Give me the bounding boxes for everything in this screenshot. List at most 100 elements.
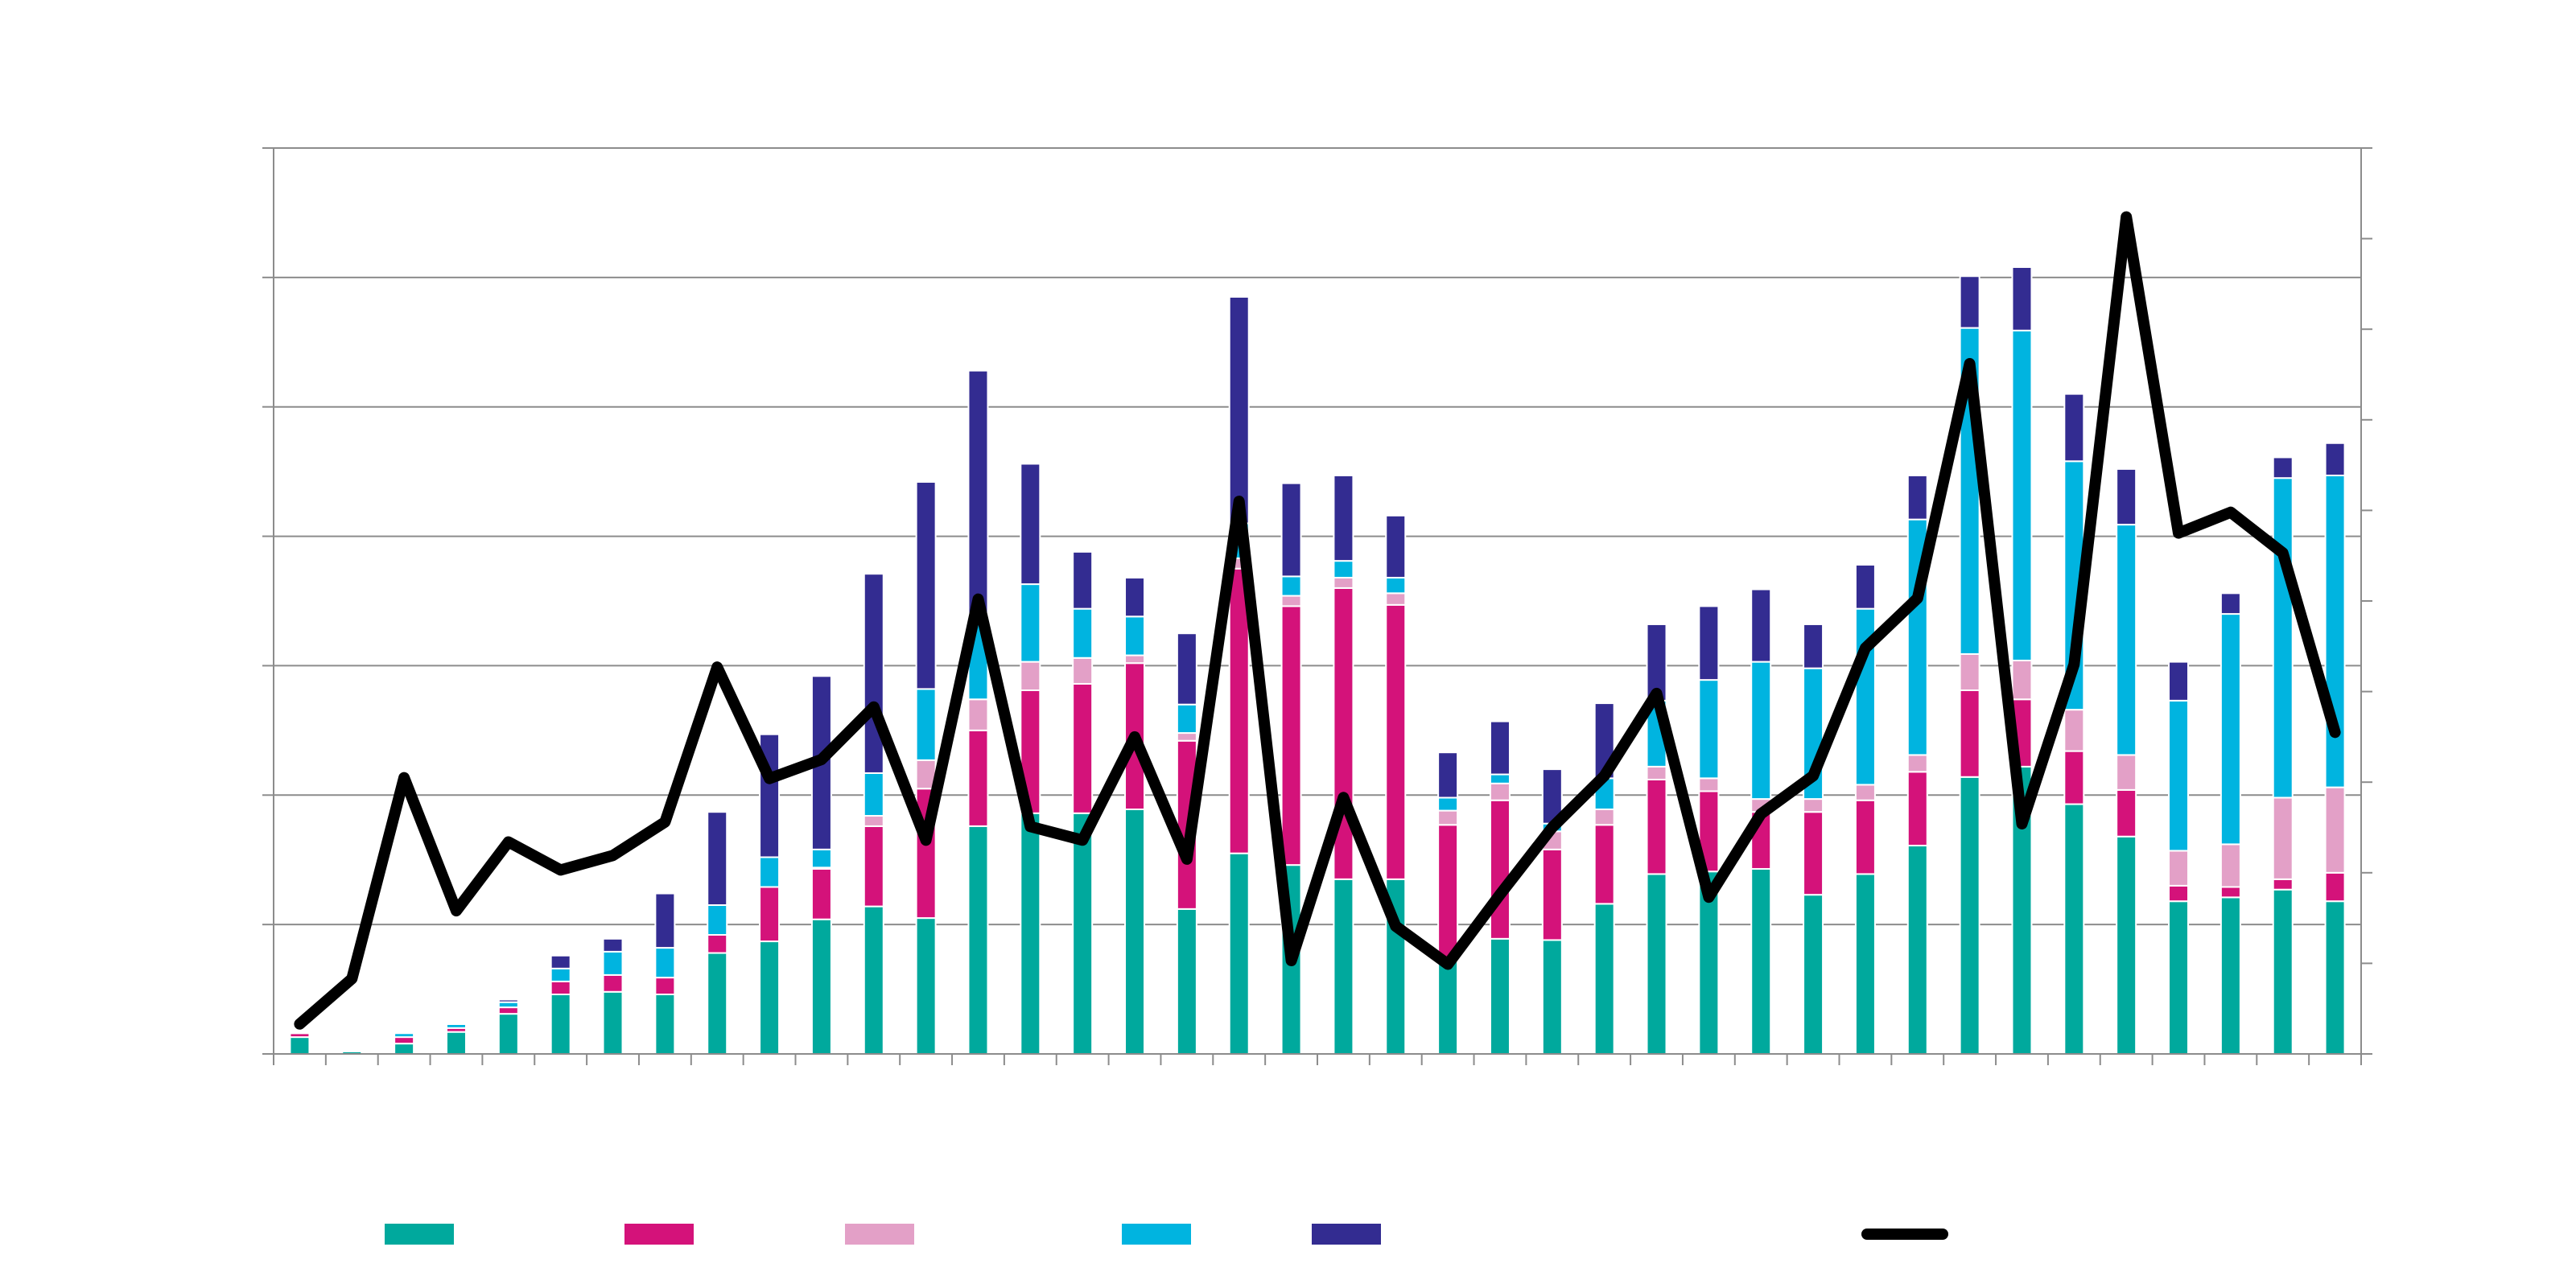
bar-segment-series-4 — [2324, 474, 2346, 788]
bar-segment-series-1 — [2168, 900, 2190, 1056]
bar-segment-series-4 — [1385, 577, 1407, 595]
bar-segment-series-3 — [1176, 732, 1197, 742]
bar-segment-series-4 — [2219, 613, 2241, 846]
bar-segment-series-5 — [2063, 393, 2085, 463]
bar-segment-series-4 — [1280, 575, 1302, 597]
bar-segment-series-4 — [341, 1047, 363, 1052]
bar-segment-series-3 — [967, 698, 989, 731]
bar-stack — [1020, 463, 1041, 1055]
bar-stack — [1698, 605, 1720, 1055]
bar-segment-series-5 — [2011, 265, 2033, 331]
bar-segment-series-2 — [1854, 799, 1876, 875]
bar-segment-series-3 — [2116, 754, 2137, 791]
bar-segment-series-5 — [1385, 514, 1407, 579]
bar-segment-series-5 — [2324, 442, 2346, 476]
bar-segment-series-3 — [2272, 796, 2294, 880]
bar-segment-series-2 — [2063, 750, 2085, 805]
bar-stack — [497, 998, 519, 1055]
bar-segment-series-1 — [1020, 812, 1041, 1055]
bar-segment-series-1 — [654, 994, 676, 1056]
total-line — [294, 211, 2341, 1030]
bar-segment-series-3 — [1437, 809, 1459, 826]
bar-stack — [1803, 623, 1824, 1056]
bar-segment-series-3 — [2168, 850, 2190, 887]
bar-segment-series-5 — [863, 573, 884, 774]
bar-segment-series-4 — [1333, 560, 1354, 579]
bar-segment-series-5 — [1437, 751, 1459, 799]
bar-segment-series-1 — [1750, 867, 1772, 1055]
bar-segment-series-4 — [2272, 477, 2294, 799]
bar-segment-series-3 — [1280, 595, 1302, 607]
bar-segment-series-5 — [1280, 482, 1302, 578]
bar-segment-series-3 — [1333, 577, 1354, 589]
bar-segment-series-4 — [394, 1032, 415, 1039]
bar-segment-series-1 — [1593, 903, 1615, 1056]
bar-stack — [289, 1031, 311, 1056]
bar-segment-series-2 — [1489, 799, 1511, 940]
bar-segment-series-2 — [550, 980, 571, 996]
bar-segment-series-5 — [1228, 295, 1250, 525]
bar-segment-series-5 — [1333, 474, 1354, 562]
bar-stack — [1333, 474, 1354, 1056]
total-line-group — [294, 211, 2341, 1030]
bar-segment-series-5 — [1124, 577, 1146, 618]
bars — [289, 265, 2346, 1056]
bar-segment-series-5 — [1750, 588, 1772, 663]
bar-segment-series-2 — [759, 886, 781, 943]
bar-stack — [1959, 275, 1980, 1055]
bar-segment-series-2 — [602, 973, 624, 993]
bar-segment-series-4 — [1437, 796, 1459, 812]
bar-segment-series-2 — [2219, 886, 2241, 899]
bar-segment-series-4 — [1489, 773, 1511, 784]
bar-stack — [1176, 632, 1197, 1055]
bar-stack — [1385, 514, 1407, 1056]
bar-segment-series-5 — [1176, 632, 1197, 706]
bar-segment-series-2 — [1906, 771, 1928, 847]
bar-segment-series-5 — [1906, 474, 1928, 521]
bar-segment-series-5 — [1803, 623, 1824, 669]
bar-segment-series-1 — [863, 905, 884, 1055]
legend-swatch-series-2 — [624, 1224, 694, 1245]
bar-segment-series-4 — [2168, 699, 2190, 852]
bar-segment-series-1 — [1176, 908, 1197, 1055]
bar-stack — [2116, 467, 2137, 1055]
bar-segment-series-2 — [1437, 824, 1459, 962]
bar-segment-series-2 — [1803, 811, 1824, 896]
legend-swatch-series-4 — [1122, 1224, 1191, 1245]
bar-segment-series-3 — [1593, 808, 1615, 826]
bar-segment-series-2 — [497, 1006, 519, 1015]
bar-segment-series-2 — [2168, 884, 2190, 903]
bar-segment-series-5 — [445, 1022, 467, 1026]
legend-swatch-series-1 — [385, 1224, 454, 1245]
bar-segment-series-1 — [550, 994, 571, 1056]
bar-stack — [1489, 720, 1511, 1056]
bar-segment-series-3 — [863, 815, 884, 827]
bar-segment-series-5 — [654, 892, 676, 949]
bar-segment-series-1 — [967, 825, 989, 1056]
bar-segment-series-1 — [445, 1031, 467, 1056]
bar-segment-series-3 — [2011, 659, 2033, 701]
bar-stack — [1750, 588, 1772, 1055]
bar-segment-series-2 — [1541, 848, 1563, 941]
bar-segment-series-2 — [654, 977, 676, 996]
bar-segment-series-5 — [2116, 467, 2137, 526]
bar-segment-series-5 — [550, 954, 571, 969]
bar-segment-series-5 — [1698, 605, 1720, 681]
bar-segment-series-2 — [2272, 878, 2294, 891]
bar-segment-series-1 — [1854, 873, 1876, 1055]
bar-segment-series-4 — [1124, 615, 1146, 656]
axes — [262, 147, 2372, 1065]
bar-segment-series-5 — [1489, 720, 1511, 776]
bar-stack — [967, 369, 989, 1056]
legend — [385, 1224, 1948, 1245]
bar-segment-series-3 — [1020, 661, 1041, 691]
bar-segment-series-1 — [1906, 845, 1928, 1056]
bar-stack — [445, 1022, 467, 1056]
bar-segment-series-4 — [1176, 703, 1197, 735]
bar-segment-series-4 — [810, 848, 832, 869]
bar-segment-series-2 — [810, 867, 832, 920]
bar-segment-series-3 — [1803, 798, 1824, 813]
bar-segment-series-5 — [2272, 456, 2294, 479]
bar-stack — [1541, 768, 1563, 1055]
bar-segment-series-1 — [1437, 960, 1459, 1056]
